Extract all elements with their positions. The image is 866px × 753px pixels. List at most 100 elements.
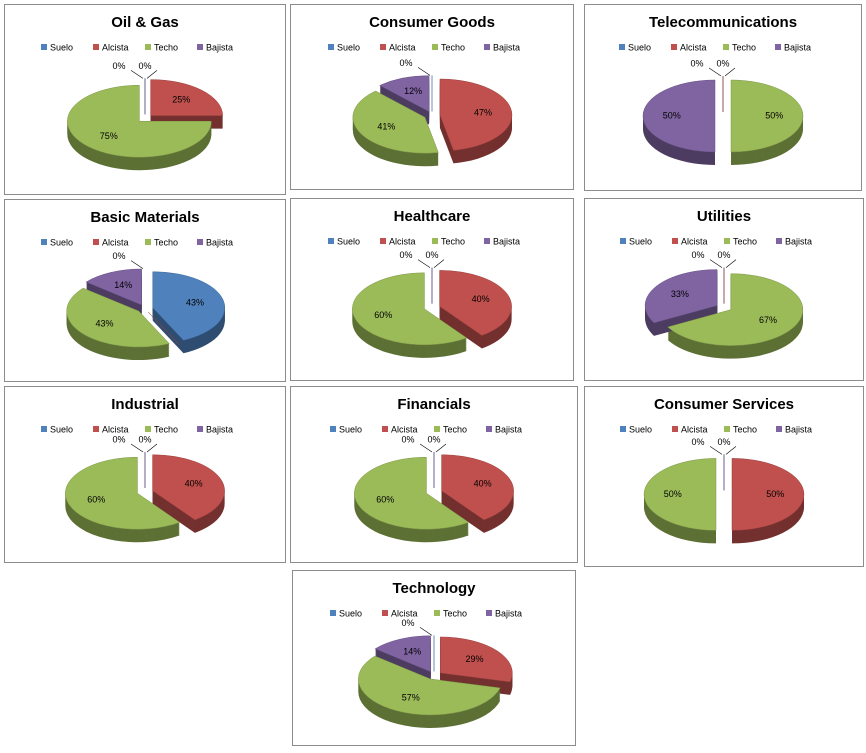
data-label: 0% — [691, 437, 704, 447]
data-label: 50% — [765, 110, 783, 120]
legend-label: Techo — [154, 237, 178, 247]
pie-slice — [379, 75, 430, 113]
legend-swatch — [93, 239, 99, 245]
legend-label: Suelo — [339, 608, 362, 618]
leader-line — [709, 446, 723, 455]
chart-title: Oil & Gas — [111, 14, 179, 31]
chart-panel: Telecommunications Suelo Alcista Techo Bajis… — [584, 4, 862, 191]
data-label: 29% — [465, 654, 483, 664]
pie-slice — [439, 78, 513, 151]
legend-label: Suelo — [337, 236, 360, 246]
pie-slice — [152, 271, 226, 341]
legend-label: Techo — [733, 424, 757, 434]
legend-label: Techo — [443, 424, 467, 434]
pie-slice — [67, 84, 212, 158]
data-label: 50% — [766, 489, 784, 499]
legend-swatch — [41, 239, 47, 245]
pie-slice — [642, 79, 716, 153]
data-label: 60% — [374, 310, 392, 320]
leader-line — [419, 627, 433, 636]
legend-label: Suelo — [339, 424, 362, 434]
chart-title: Telecommunications — [649, 14, 797, 31]
legend-label: Alcista — [102, 42, 129, 52]
legend-swatch — [93, 426, 99, 432]
chart-title: Industrial — [111, 396, 179, 413]
legend-label: Alcista — [389, 42, 416, 52]
legend-swatch — [93, 44, 99, 50]
legend-label: Bajista — [206, 237, 233, 247]
data-label: 60% — [87, 494, 105, 504]
legend-label: Alcista — [391, 608, 418, 618]
legend-swatch — [328, 238, 334, 244]
pie-slice — [643, 458, 717, 531]
legend-label: Techo — [732, 42, 756, 52]
leader-line — [146, 443, 158, 453]
data-label: 0% — [690, 58, 703, 68]
leader-line — [417, 259, 431, 268]
data-label: 60% — [376, 494, 394, 504]
data-label: 0% — [427, 434, 440, 444]
data-label: 0% — [112, 61, 125, 71]
legend-swatch — [776, 426, 782, 432]
pie-chart: Oil & Gas Suelo Alcista Techo Bajista 0% 25% 75… — [41, 14, 233, 171]
chart-title: Technology — [392, 580, 476, 597]
legend-label: Alcista — [391, 424, 418, 434]
legend-swatch — [484, 238, 490, 244]
data-label: 33% — [671, 289, 689, 299]
pie-chart: Consumer Services Suelo Alcista Techo Bajist… — [620, 396, 812, 544]
chart-panel: Financials Suelo Alcista Techo Bajista 0% 40% 6… — [290, 386, 578, 563]
legend-label: Bajista — [785, 424, 812, 434]
chart-panel: Consumer Goods Suelo Alcista Techo Bajista 0%… — [290, 4, 574, 190]
legend-swatch — [620, 426, 626, 432]
data-label: 25% — [172, 95, 190, 105]
legend-swatch — [380, 44, 386, 50]
chart-title: Consumer Goods — [369, 14, 495, 31]
pie-chart: Healthcare Suelo Alcista Techo Bajista 0% 40% 6… — [328, 208, 520, 358]
legend-swatch — [434, 426, 440, 432]
legend-swatch — [197, 44, 203, 50]
legend-swatch — [724, 238, 730, 244]
legend-label: Bajista — [206, 42, 233, 52]
data-label: 43% — [96, 319, 114, 329]
data-label: 50% — [664, 489, 682, 499]
data-label: 0% — [399, 250, 412, 260]
legend-label: Bajista — [785, 236, 812, 246]
legend-swatch — [328, 44, 334, 50]
legend-label: Suelo — [629, 424, 652, 434]
pie-slice — [352, 90, 439, 154]
data-label: 0% — [138, 61, 151, 71]
pie-slice — [441, 454, 514, 521]
data-label: 40% — [472, 294, 490, 304]
legend-swatch — [672, 238, 678, 244]
data-label: 14% — [403, 647, 421, 657]
legend-label: Alcista — [681, 424, 708, 434]
pie-slice — [66, 287, 170, 348]
legend-label: Alcista — [102, 424, 129, 434]
data-label: 0% — [717, 250, 730, 260]
pie-chart: Utilities Suelo Alcista Techo Bajista 0% 0% 67%… — [620, 208, 812, 359]
data-label: 40% — [185, 478, 203, 488]
leader-line — [130, 70, 144, 79]
legend-swatch — [671, 44, 677, 50]
legend-swatch — [330, 610, 336, 616]
chart-panel: Oil & Gas Suelo Alcista Techo Bajista 0% 25% 75… — [4, 4, 286, 195]
pie-slice — [65, 456, 181, 530]
data-label: 0% — [716, 58, 729, 68]
leader-line — [709, 259, 723, 268]
legend-label: Techo — [441, 42, 465, 52]
data-label: 0% — [112, 251, 125, 261]
legend-label: Techo — [154, 42, 178, 52]
pie-slice — [152, 454, 225, 521]
pie-slice — [440, 636, 513, 683]
data-label: 50% — [663, 110, 681, 120]
leader-line — [435, 443, 447, 453]
legend-swatch — [723, 44, 729, 50]
data-label: 75% — [100, 131, 118, 141]
legend-swatch — [197, 426, 203, 432]
pie-slice — [731, 458, 805, 531]
chart-title: Healthcare — [394, 208, 471, 225]
data-label: 0% — [717, 437, 730, 447]
chart-panel: Technology Suelo Alcista Techo Bajista 0% 29% 5… — [292, 570, 576, 746]
legend-label: Suelo — [628, 42, 651, 52]
